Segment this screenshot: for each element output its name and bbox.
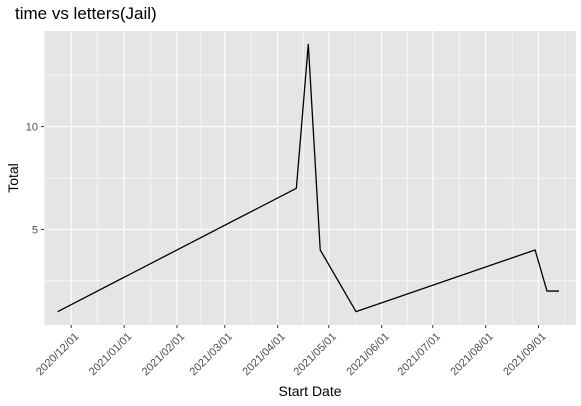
x-tick-label: 2020/12/01 (34, 331, 81, 378)
x-tick-label: 2021/08/01 (448, 331, 495, 378)
series-layer (57, 43, 559, 313)
x-tick-label: 2021/03/01 (188, 331, 235, 378)
x-tick-label: 2021/09/01 (501, 331, 548, 378)
y-tick-label: 5 (32, 224, 38, 236)
x-tick-label: 2021/02/01 (140, 331, 187, 378)
x-axis: 2020/12/01 2021/01/01 2021/02/01 2021/03/01… (34, 325, 549, 378)
x-tick-label: 2021/01/01 (87, 331, 134, 378)
x-tick-label: 2021/06/01 (344, 331, 391, 378)
series-line (57, 43, 559, 313)
x-tick-label: 2021/04/01 (240, 331, 287, 378)
major-gridlines (44, 31, 576, 325)
y-tick-label: 10 (26, 122, 38, 134)
x-tick-label: 2021/07/01 (396, 331, 443, 378)
y-axis-title: Total (5, 163, 21, 193)
x-axis-title: Start Date (278, 383, 341, 399)
x-tick-label: 2021/05/01 (292, 331, 339, 378)
y-axis: 5 10 (26, 122, 44, 236)
chart-title: time vs letters(Jail) (15, 4, 157, 23)
